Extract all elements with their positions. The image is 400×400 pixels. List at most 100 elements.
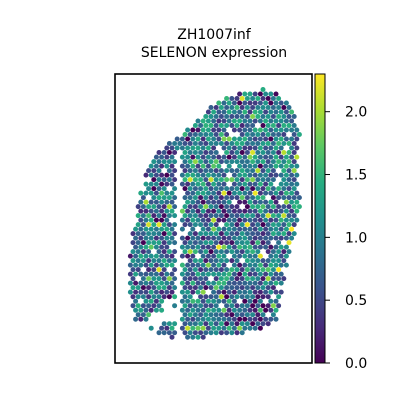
spot [153, 262, 159, 268]
spot [140, 294, 146, 300]
spot [179, 262, 185, 268]
spot [153, 280, 159, 286]
spot [260, 123, 266, 128]
spot [239, 132, 245, 137]
spot [211, 253, 217, 259]
spot [265, 177, 271, 183]
spot [211, 145, 217, 151]
spot [252, 253, 258, 259]
spot [216, 271, 222, 277]
spot [198, 213, 204, 219]
spot [192, 213, 198, 219]
spot [268, 316, 274, 322]
spot [172, 330, 178, 336]
spot [257, 253, 263, 259]
spot [130, 267, 136, 273]
spot [179, 253, 185, 259]
spot [244, 240, 250, 246]
spot [161, 249, 167, 255]
spot [268, 244, 274, 250]
spot [265, 303, 271, 309]
spot [133, 280, 139, 286]
spot [224, 168, 230, 174]
spot [247, 199, 253, 205]
spot [270, 195, 276, 201]
spot [161, 159, 167, 165]
spot [203, 186, 209, 192]
spot [229, 195, 235, 201]
spot [242, 181, 248, 187]
spot [237, 145, 243, 151]
spot [169, 190, 175, 196]
spot [252, 145, 258, 151]
spot [211, 298, 217, 304]
spot [221, 244, 227, 250]
spot [185, 235, 191, 241]
spot [143, 208, 149, 214]
spot [224, 105, 230, 110]
spot [151, 258, 157, 264]
spot [260, 258, 266, 264]
spot [250, 114, 256, 119]
spot [172, 294, 178, 300]
spot [156, 249, 162, 255]
spot [268, 91, 274, 97]
spot [143, 244, 149, 250]
spot [252, 136, 258, 142]
spot [208, 195, 214, 201]
spot [265, 267, 271, 273]
spot [234, 159, 240, 165]
spot [148, 325, 154, 331]
spot [216, 226, 222, 232]
spot [161, 150, 167, 155]
spot [221, 262, 227, 268]
spot [260, 87, 266, 92]
spot [260, 321, 266, 327]
spot [229, 312, 235, 318]
spot [151, 294, 157, 300]
spot [159, 181, 165, 187]
spot [192, 141, 198, 146]
spot [250, 177, 256, 183]
spot [208, 105, 214, 110]
spot [177, 141, 183, 146]
spot [200, 253, 206, 259]
spot [276, 231, 282, 237]
spot [221, 199, 227, 205]
spot [133, 307, 139, 313]
spot [185, 181, 191, 187]
spot [226, 136, 232, 142]
spot [260, 168, 266, 174]
spot [239, 195, 245, 201]
spot [234, 303, 240, 309]
spot [143, 199, 149, 205]
spot [286, 231, 292, 237]
spot [190, 298, 196, 304]
spot [161, 330, 167, 336]
spot [239, 168, 245, 174]
spot [244, 267, 250, 273]
spot [281, 231, 287, 237]
spot [255, 312, 261, 318]
spot [252, 100, 258, 106]
spot [172, 141, 178, 146]
spot [289, 136, 295, 142]
spot [213, 222, 219, 228]
spot [278, 262, 284, 268]
spot [283, 217, 289, 223]
spot [200, 235, 206, 241]
spot [276, 240, 282, 246]
spot [146, 222, 152, 228]
spot [216, 100, 222, 106]
spot [216, 199, 222, 205]
spot [156, 195, 162, 201]
spot [289, 217, 295, 223]
spot [192, 204, 198, 210]
spot [278, 190, 284, 196]
spot [208, 204, 214, 210]
spot [286, 159, 292, 165]
spot [172, 222, 178, 228]
spot [138, 253, 144, 259]
spot [257, 136, 263, 142]
